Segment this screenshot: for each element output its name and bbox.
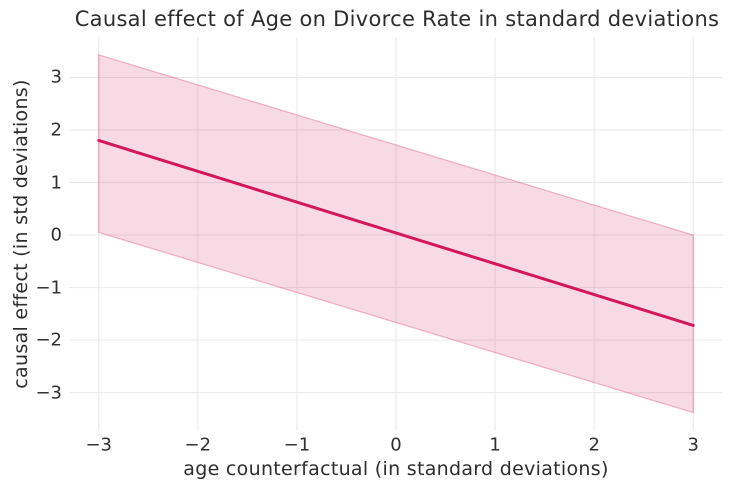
- x-tick-label: 1: [489, 434, 501, 456]
- x-tick-label: 2: [588, 434, 600, 456]
- y-tick-label: −3: [35, 382, 62, 404]
- x-tick-label: 0: [390, 434, 402, 456]
- mean-causal-effect-line: [97, 138, 695, 327]
- x-tick-label: −3: [85, 434, 112, 456]
- y-tick-label: 0: [50, 224, 62, 246]
- x-tick-label: −1: [283, 434, 311, 456]
- y-tick-label: 2: [50, 119, 62, 141]
- y-axis-label: causal effect (in std deviations): [10, 79, 32, 389]
- y-tick-label: 3: [50, 66, 62, 88]
- y-tick-label: −1: [35, 277, 62, 299]
- x-tick-label: 3: [687, 434, 699, 456]
- y-tick-label: −2: [35, 329, 62, 351]
- x-tick-label: −2: [184, 434, 212, 456]
- chart-title: Causal effect of Age on Divorce Rate in …: [74, 7, 720, 31]
- x-axis-label: age counterfactual (in standard deviatio…: [183, 458, 609, 480]
- y-tick-label: 1: [50, 172, 62, 194]
